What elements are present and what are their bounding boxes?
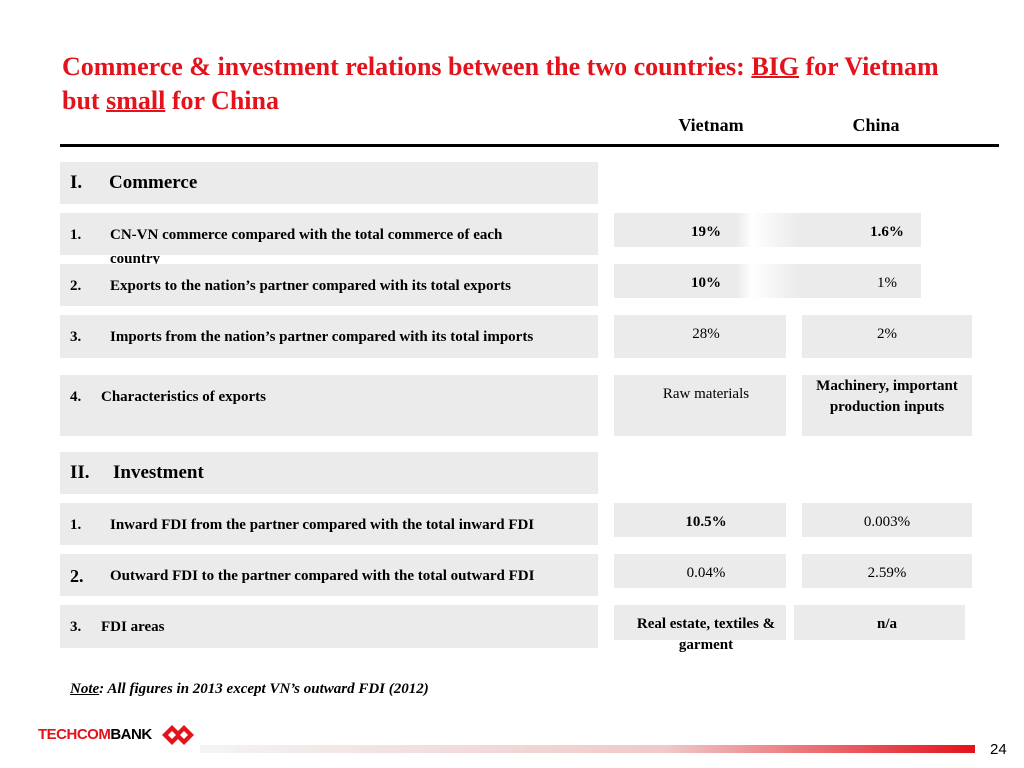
value-box (794, 605, 965, 640)
header-rule (60, 144, 999, 147)
title-emphasis: small (106, 86, 166, 115)
row-label: FDI areas (101, 619, 165, 635)
title-text: for China (165, 86, 279, 115)
value-box (802, 554, 972, 588)
column-header: Vietnam (678, 115, 744, 135)
value-box (614, 315, 786, 358)
row-box (60, 315, 598, 358)
row-box (60, 264, 598, 306)
row-label: Outward FDI to the partner compared with… (110, 568, 535, 584)
value-cell: 0.003% (863, 514, 911, 530)
title-text: Commerce & investment relations between … (62, 52, 752, 81)
note: Note: All figures in 2013 except VN’s ou… (70, 681, 429, 698)
note-label: Note (70, 681, 100, 697)
section-box (60, 452, 598, 494)
section-label: Investment (113, 462, 204, 483)
row-label: Exports to the nation’s partner compared… (110, 278, 511, 294)
value-box (614, 554, 786, 588)
value-box (614, 264, 921, 298)
row-box (60, 605, 598, 648)
row-number: 4. (70, 389, 82, 405)
column-header: China (852, 115, 900, 135)
row-label: Imports from the nation’s partner compar… (110, 329, 534, 345)
value-box (802, 375, 972, 436)
value-cell: 10% (691, 275, 721, 291)
row-label: Inward FDI from the partner compared wit… (110, 517, 535, 533)
value-cell: Machinery, important production inputs (816, 378, 958, 415)
section-number: II. (70, 462, 90, 483)
row-number: 2. (70, 566, 84, 586)
row-box (60, 554, 598, 596)
value-box (614, 375, 786, 436)
value-box (614, 605, 786, 640)
row-number: 1. (70, 517, 82, 533)
logo: TECHCOMBANK (38, 726, 152, 743)
title-text: for Vietnam but (62, 52, 939, 115)
logo-text: BANK (110, 726, 152, 743)
logo-mark (162, 725, 194, 745)
row-label: CN-VN commerce compared with the total c… (110, 227, 503, 265)
title-emphasis: BIG (751, 52, 800, 81)
section-number: I. (70, 172, 83, 193)
row-box (60, 503, 598, 545)
value-box (802, 503, 972, 537)
value-cell: 1.6% (870, 224, 904, 240)
value-box (802, 315, 972, 358)
value-cell: n/a (876, 616, 897, 632)
value-box (614, 213, 921, 247)
logo-text: TECHCOM (38, 726, 111, 743)
row-label: Characteristics of exports (101, 389, 266, 405)
slide-title: Commerce & investment relations between … (62, 50, 962, 118)
row-box (60, 375, 598, 436)
row-number: 3. (70, 619, 82, 635)
footer-bar (200, 745, 975, 753)
value-cell: 19% (691, 224, 721, 240)
value-box (614, 503, 786, 537)
section-label: Commerce (109, 172, 198, 193)
value-cell: 1% (877, 275, 897, 291)
value-cell: 2.59% (867, 565, 907, 581)
row-number: 3. (70, 329, 82, 345)
value-cell: Raw materials (662, 386, 750, 402)
value-cell: 2% (877, 326, 897, 342)
value-cell: 0.04% (686, 565, 726, 581)
value-cell: 28% (692, 326, 720, 342)
page-number: 24 (990, 741, 1007, 758)
row-number: 2. (70, 278, 82, 294)
section-box (60, 162, 598, 204)
note-text: : All figures in 2013 except VN’s outwar… (99, 681, 429, 697)
value-cell: Real estate, textiles & garment (636, 616, 776, 653)
row-number: 1. (70, 227, 82, 243)
row-box (60, 213, 598, 255)
value-cell: 10.5% (685, 514, 727, 530)
